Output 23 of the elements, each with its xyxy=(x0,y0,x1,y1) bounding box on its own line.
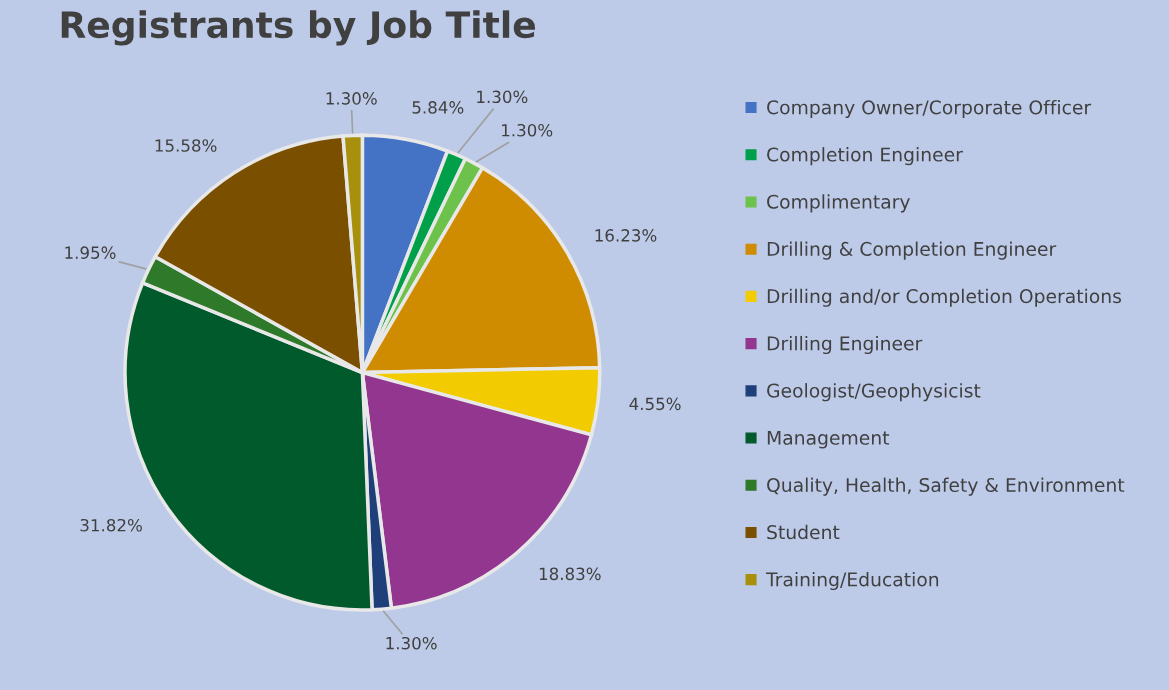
legend-label: Management xyxy=(767,430,890,449)
data-label: 4.55% xyxy=(629,397,681,411)
data-label: 15.58% xyxy=(155,139,217,152)
data-label: 1.30% xyxy=(386,636,437,650)
data-label: 1.30% xyxy=(326,92,377,105)
legend-label: Geologist/Geophysicist xyxy=(767,383,981,402)
legend-label: Completion Engineer xyxy=(767,147,963,166)
chart-title: Registrants by Job Title xyxy=(61,10,535,46)
data-label: 5.84% xyxy=(412,101,464,114)
legend-label: Student xyxy=(767,524,840,540)
legend-label: Quality, Health, Safety & Environment xyxy=(767,477,1125,496)
data-label: 16.23% xyxy=(595,229,657,242)
legend-label: Drilling & Completion Engineer xyxy=(767,241,1057,260)
legend-label: Training/Education xyxy=(765,571,939,591)
legend-label: Complimentary xyxy=(767,194,910,213)
data-label: 18.83% xyxy=(539,567,601,581)
data-label: 31.82% xyxy=(80,518,142,532)
legend-label: Drilling and/or Completion Operations xyxy=(767,288,1122,307)
data-label: 1.95% xyxy=(65,246,116,259)
legend-label: Company Owner/Corporate Officer xyxy=(767,99,1092,119)
data-label: 1.30% xyxy=(502,123,553,137)
data-label: 1.30% xyxy=(477,90,528,104)
legend-label: Drilling Engineer xyxy=(767,335,923,355)
